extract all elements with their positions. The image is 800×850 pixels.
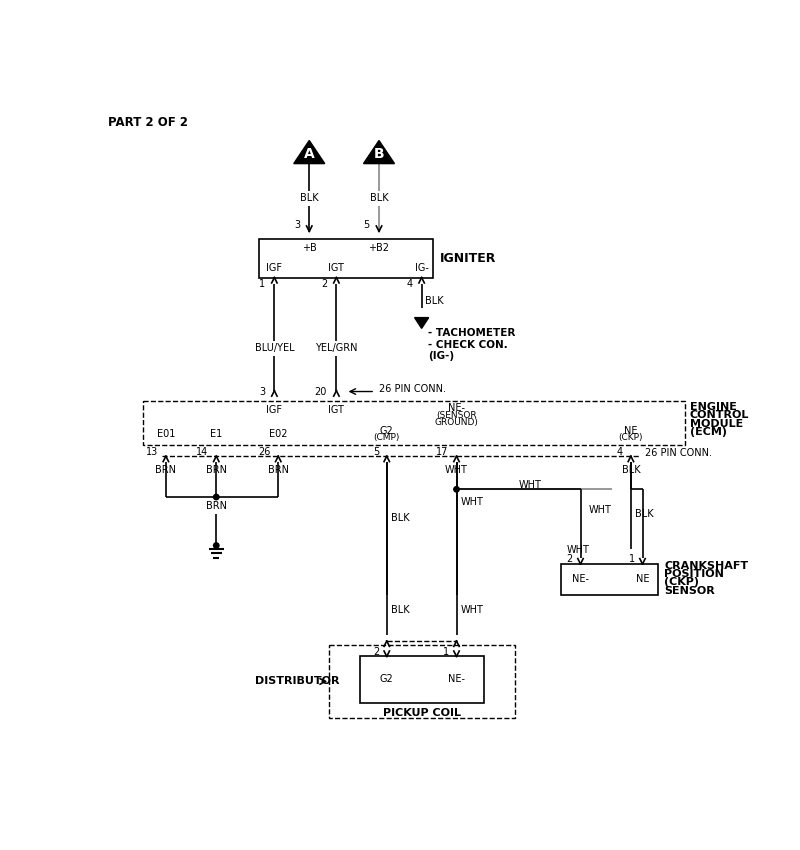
Text: 20: 20 bbox=[314, 387, 327, 396]
Text: - CHECK CON.: - CHECK CON. bbox=[428, 339, 507, 349]
Text: SENSOR: SENSOR bbox=[664, 586, 715, 596]
Text: BRN: BRN bbox=[206, 465, 226, 475]
Text: BLK: BLK bbox=[300, 193, 318, 203]
Polygon shape bbox=[414, 318, 429, 328]
Text: BLU/YEL: BLU/YEL bbox=[254, 343, 294, 354]
Text: 14: 14 bbox=[196, 446, 209, 456]
Text: BRN: BRN bbox=[206, 502, 226, 511]
Text: A: A bbox=[304, 146, 314, 161]
Text: 2: 2 bbox=[321, 279, 327, 289]
Text: IGF: IGF bbox=[266, 264, 282, 274]
Text: (CMP): (CMP) bbox=[374, 434, 400, 442]
Text: NE-: NE- bbox=[572, 575, 589, 585]
Text: IGT: IGT bbox=[329, 264, 344, 274]
Polygon shape bbox=[294, 140, 325, 163]
Text: IG-: IG- bbox=[414, 264, 429, 274]
Text: 4: 4 bbox=[617, 446, 623, 456]
Text: 2: 2 bbox=[566, 554, 573, 564]
Text: E02: E02 bbox=[269, 429, 287, 439]
Text: NE: NE bbox=[636, 575, 650, 585]
Text: POSITION: POSITION bbox=[664, 569, 724, 579]
Text: WHT: WHT bbox=[460, 497, 483, 507]
Text: BRN: BRN bbox=[268, 465, 289, 475]
Text: 3: 3 bbox=[294, 220, 300, 230]
Text: (CKP): (CKP) bbox=[664, 577, 699, 587]
Text: G2: G2 bbox=[380, 426, 394, 436]
Text: BLK: BLK bbox=[622, 465, 640, 475]
Text: PART 2 OF 2: PART 2 OF 2 bbox=[108, 116, 188, 129]
Text: IGF: IGF bbox=[266, 405, 282, 415]
Text: NE: NE bbox=[624, 426, 638, 436]
FancyBboxPatch shape bbox=[360, 656, 484, 703]
Text: WHT: WHT bbox=[460, 605, 483, 615]
FancyBboxPatch shape bbox=[259, 239, 434, 278]
Circle shape bbox=[214, 543, 219, 548]
Text: ENGINE: ENGINE bbox=[690, 402, 737, 412]
Text: BLK: BLK bbox=[390, 513, 410, 523]
FancyBboxPatch shape bbox=[142, 400, 685, 445]
Text: WHT: WHT bbox=[445, 465, 468, 475]
Text: 26 PIN CONN.: 26 PIN CONN. bbox=[645, 448, 712, 458]
Text: BLK: BLK bbox=[370, 193, 388, 203]
Text: 1: 1 bbox=[259, 279, 265, 289]
Text: 17: 17 bbox=[436, 446, 449, 456]
Text: 2: 2 bbox=[373, 647, 379, 657]
FancyBboxPatch shape bbox=[329, 645, 514, 718]
FancyBboxPatch shape bbox=[561, 564, 658, 595]
Text: 4: 4 bbox=[406, 279, 412, 289]
Text: +B: +B bbox=[302, 243, 317, 253]
Text: 26: 26 bbox=[258, 446, 270, 456]
Text: 26 PIN CONN.: 26 PIN CONN. bbox=[379, 384, 446, 394]
Text: IGNITER: IGNITER bbox=[439, 252, 496, 265]
Text: E1: E1 bbox=[210, 429, 222, 439]
Text: G2: G2 bbox=[380, 675, 394, 684]
Text: NE-: NE- bbox=[448, 675, 465, 684]
Text: BLK: BLK bbox=[634, 509, 654, 519]
Text: BRN: BRN bbox=[155, 465, 176, 475]
Text: CRANKSHAFT: CRANKSHAFT bbox=[664, 560, 748, 570]
Text: 5: 5 bbox=[363, 220, 370, 230]
Polygon shape bbox=[363, 140, 394, 163]
Text: 1: 1 bbox=[442, 647, 449, 657]
Text: (SENSOR: (SENSOR bbox=[436, 411, 477, 420]
Text: CONTROL: CONTROL bbox=[690, 411, 749, 421]
Text: GROUND): GROUND) bbox=[434, 418, 478, 427]
Text: IGT: IGT bbox=[329, 405, 344, 415]
Circle shape bbox=[214, 495, 219, 500]
Text: WHT: WHT bbox=[518, 479, 542, 490]
Text: 1: 1 bbox=[629, 554, 634, 564]
Text: 13: 13 bbox=[146, 446, 158, 456]
Text: (IG-): (IG-) bbox=[428, 351, 454, 361]
Text: (ECM): (ECM) bbox=[690, 428, 726, 438]
Circle shape bbox=[454, 486, 459, 492]
Text: BLK: BLK bbox=[426, 296, 444, 306]
Text: 5: 5 bbox=[373, 446, 379, 456]
Text: BLK: BLK bbox=[390, 605, 410, 615]
Text: YEL/GRN: YEL/GRN bbox=[315, 343, 358, 354]
Text: WHT: WHT bbox=[589, 505, 611, 515]
Text: (CKP): (CKP) bbox=[618, 434, 643, 442]
Text: MODULE: MODULE bbox=[690, 419, 743, 429]
Text: DISTRIBUTOR: DISTRIBUTOR bbox=[255, 677, 339, 687]
Text: E01: E01 bbox=[157, 429, 175, 439]
Text: PICKUP COIL: PICKUP COIL bbox=[382, 708, 461, 718]
Text: 3: 3 bbox=[259, 387, 265, 396]
Text: WHT: WHT bbox=[566, 545, 590, 555]
Text: B: B bbox=[374, 146, 384, 161]
Text: +B2: +B2 bbox=[369, 243, 390, 253]
Text: - TACHOMETER: - TACHOMETER bbox=[428, 328, 515, 338]
Text: NE-: NE- bbox=[448, 404, 465, 413]
